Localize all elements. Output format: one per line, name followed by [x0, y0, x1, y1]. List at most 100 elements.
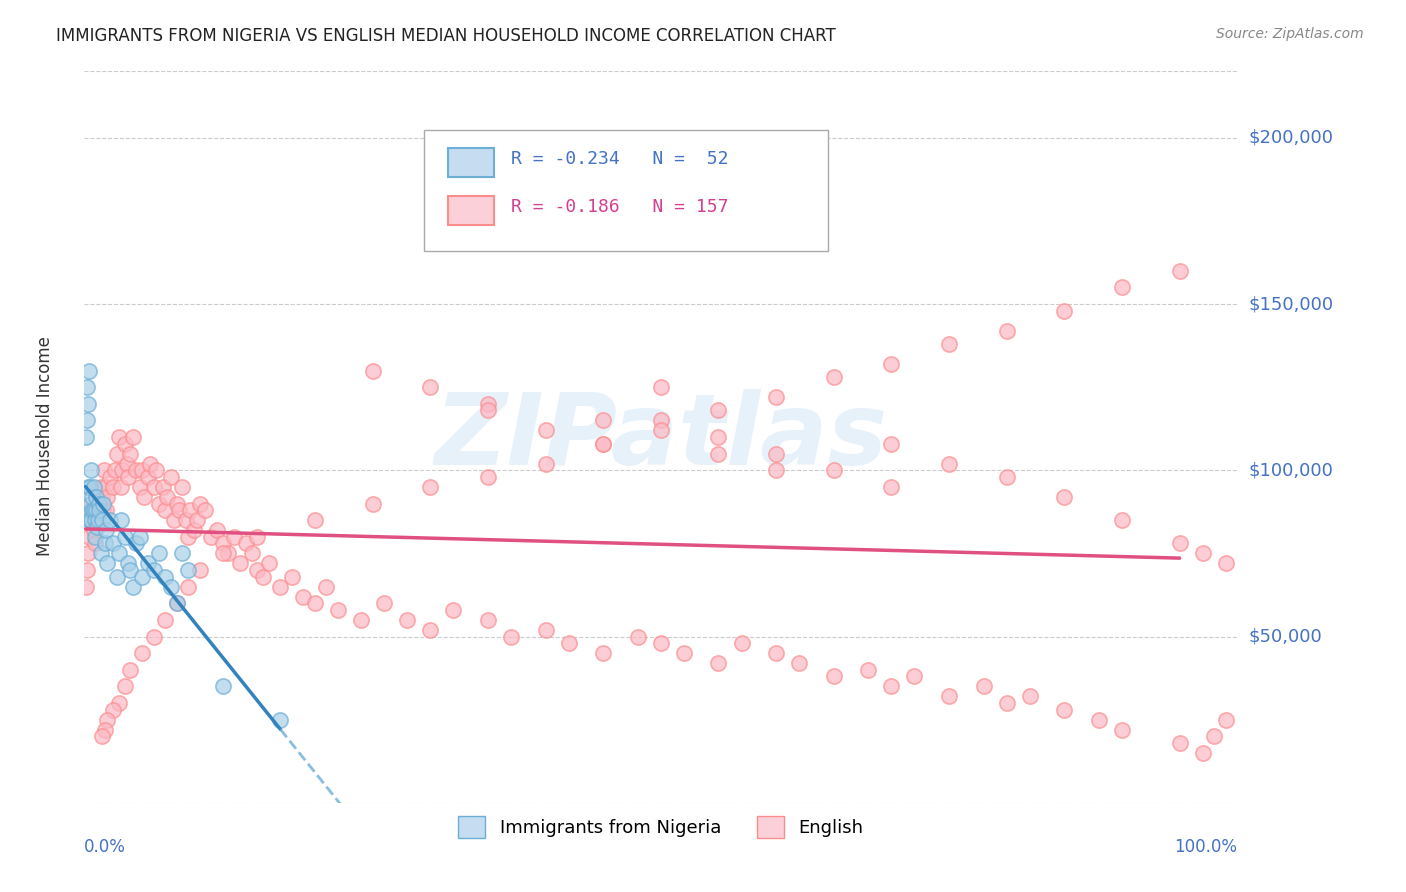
- English: [1215, 557, 1237, 571]
- English: [125, 463, 148, 477]
- Immigrants from Nigeria: [84, 503, 107, 517]
- English: [419, 480, 441, 494]
- English: [304, 596, 326, 610]
- English: [177, 580, 200, 594]
- English: [148, 497, 170, 511]
- English: [707, 656, 730, 670]
- English: [765, 646, 787, 660]
- English: [1053, 303, 1076, 318]
- English: [823, 370, 845, 384]
- English: [1088, 713, 1111, 727]
- Text: $50,000: $50,000: [1249, 628, 1322, 646]
- English: [1191, 546, 1213, 560]
- Text: $100,000: $100,000: [1249, 461, 1333, 479]
- English: [96, 503, 118, 517]
- English: [534, 623, 557, 637]
- Immigrants from Nigeria: [75, 507, 97, 521]
- Text: 0.0%: 0.0%: [84, 838, 127, 855]
- English: [903, 669, 925, 683]
- English: [858, 663, 880, 677]
- English: [257, 557, 280, 571]
- English: [1191, 746, 1213, 760]
- English: [650, 636, 672, 650]
- Immigrants from Nigeria: [83, 530, 105, 544]
- Immigrants from Nigeria: [91, 497, 114, 511]
- Immigrants from Nigeria: [89, 497, 111, 511]
- English: [557, 636, 579, 650]
- English: [128, 480, 150, 494]
- English: [163, 513, 186, 527]
- English: [84, 513, 107, 527]
- English: [650, 413, 672, 427]
- English: [823, 463, 845, 477]
- English: [80, 497, 103, 511]
- English: [304, 513, 326, 527]
- English: [373, 596, 395, 610]
- Immigrants from Nigeria: [153, 570, 176, 584]
- English: [1215, 713, 1237, 727]
- Immigrants from Nigeria: [172, 546, 194, 560]
- English: [160, 470, 183, 484]
- English: [114, 680, 136, 694]
- English: [136, 470, 159, 484]
- Text: $150,000: $150,000: [1249, 295, 1333, 313]
- English: [166, 596, 188, 610]
- Text: R = -0.234   N =  52: R = -0.234 N = 52: [510, 150, 728, 168]
- English: [477, 613, 499, 627]
- Immigrants from Nigeria: [142, 563, 165, 577]
- English: [103, 480, 124, 494]
- English: [1168, 736, 1191, 750]
- English: [142, 630, 165, 644]
- Immigrants from Nigeria: [96, 523, 118, 537]
- English: [592, 646, 614, 660]
- English: [880, 436, 903, 450]
- FancyBboxPatch shape: [425, 130, 828, 251]
- English: [1111, 723, 1133, 737]
- English: [131, 463, 153, 477]
- English: [120, 447, 142, 461]
- English: [156, 490, 179, 504]
- Immigrants from Nigeria: [128, 530, 150, 544]
- English: [419, 623, 441, 637]
- English: [194, 503, 217, 517]
- English: [361, 363, 384, 377]
- Immigrants from Nigeria: [94, 536, 117, 550]
- Immigrants from Nigeria: [76, 380, 98, 394]
- English: [1053, 490, 1076, 504]
- English: [269, 580, 291, 594]
- English: [98, 470, 121, 484]
- English: [995, 324, 1018, 338]
- Immigrants from Nigeria: [131, 570, 153, 584]
- Immigrants from Nigeria: [80, 463, 103, 477]
- Immigrants from Nigeria: [148, 546, 170, 560]
- English: [592, 436, 614, 450]
- English: [134, 490, 156, 504]
- English: [1111, 280, 1133, 294]
- English: [707, 447, 730, 461]
- Text: $200,000: $200,000: [1249, 128, 1333, 147]
- English: [89, 480, 111, 494]
- Immigrants from Nigeria: [83, 503, 105, 517]
- English: [142, 480, 165, 494]
- English: [103, 703, 124, 717]
- Text: Median Household Income: Median Household Income: [37, 336, 53, 556]
- English: [534, 424, 557, 438]
- English: [627, 630, 650, 644]
- Immigrants from Nigeria: [211, 680, 233, 694]
- English: [205, 523, 228, 537]
- Immigrants from Nigeria: [84, 490, 107, 504]
- English: [350, 613, 373, 627]
- English: [188, 497, 211, 511]
- Immigrants from Nigeria: [76, 480, 98, 494]
- English: [77, 530, 100, 544]
- English: [396, 613, 419, 627]
- English: [765, 463, 787, 477]
- Immigrants from Nigeria: [76, 397, 98, 411]
- Immigrants from Nigeria: [89, 503, 111, 517]
- Immigrants from Nigeria: [75, 430, 97, 444]
- Immigrants from Nigeria: [105, 570, 128, 584]
- Immigrants from Nigeria: [82, 490, 104, 504]
- English: [90, 729, 112, 743]
- English: [246, 563, 269, 577]
- Immigrants from Nigeria: [77, 513, 100, 527]
